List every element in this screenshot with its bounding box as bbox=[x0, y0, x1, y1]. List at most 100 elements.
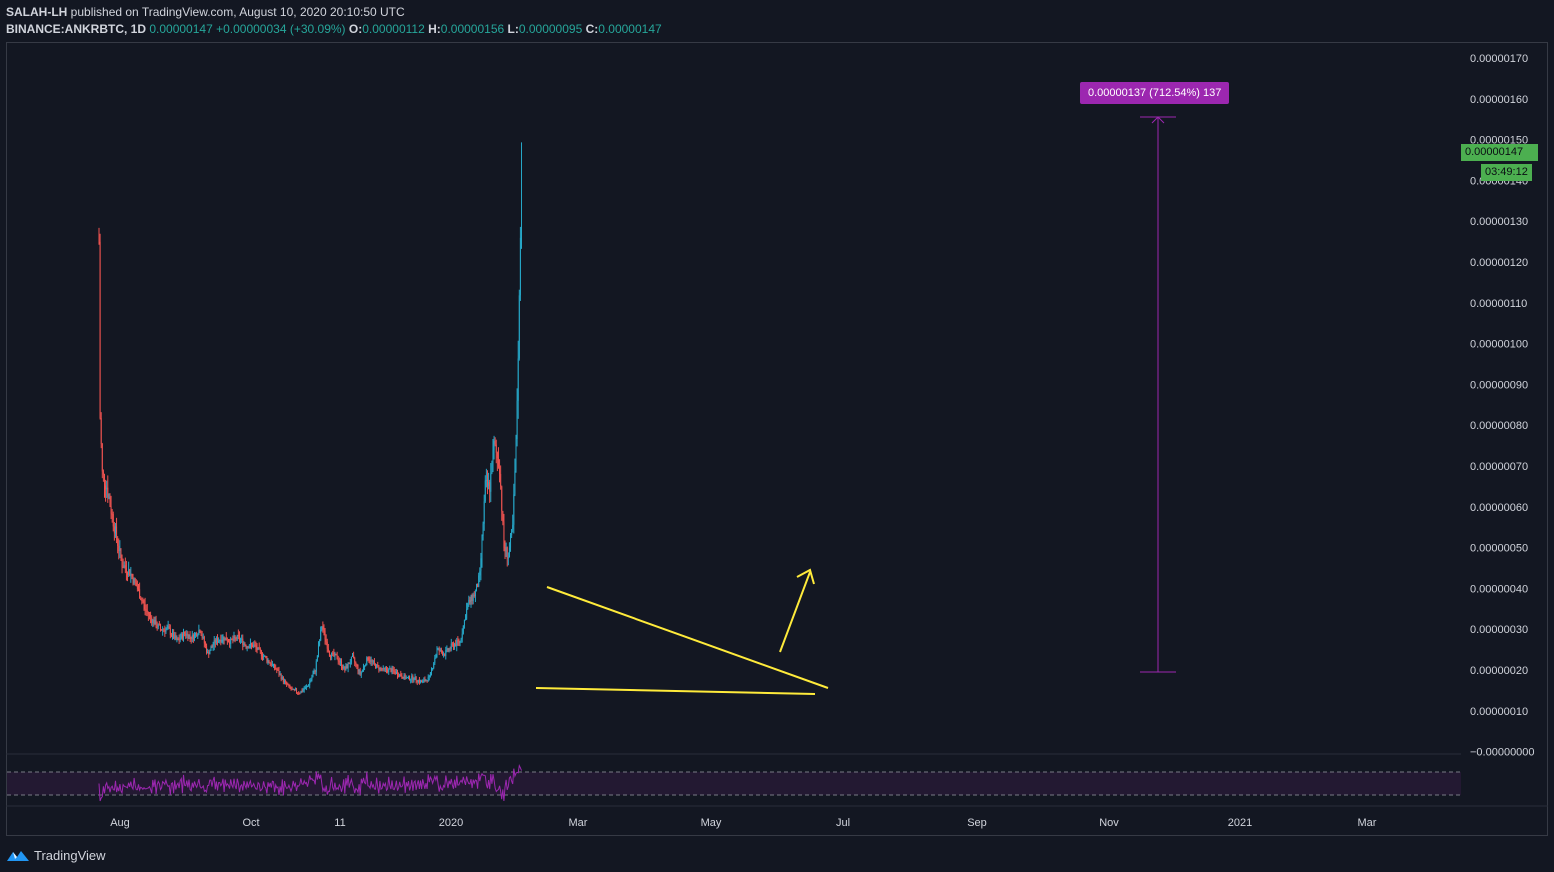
candle-body bbox=[173, 632, 175, 639]
time-tick-label: 2021 bbox=[1228, 817, 1252, 829]
tradingview-brand[interactable]: TradingView bbox=[34, 847, 106, 863]
price-tick-label: 0.00000070 bbox=[1470, 461, 1528, 473]
candle-body bbox=[145, 609, 147, 611]
candle-body bbox=[418, 680, 420, 683]
candle-body bbox=[291, 689, 293, 691]
candle-body bbox=[255, 645, 257, 648]
candle-body bbox=[364, 665, 366, 667]
candle-body bbox=[135, 582, 137, 587]
candle-body bbox=[168, 626, 170, 629]
candle-body bbox=[450, 643, 452, 649]
candle-body bbox=[406, 677, 408, 679]
bar-countdown-badge: 03:49:12 bbox=[1481, 164, 1532, 181]
price-tick-label: 0.00000160 bbox=[1470, 94, 1528, 106]
candle-body bbox=[370, 660, 372, 662]
candle-body bbox=[391, 668, 393, 672]
candle-body bbox=[123, 565, 125, 568]
time-tick-label: Jul bbox=[836, 817, 850, 829]
candle-body bbox=[338, 661, 340, 663]
candle-body bbox=[118, 545, 120, 551]
candle-body bbox=[170, 634, 172, 636]
candle-body bbox=[286, 681, 288, 685]
candle-body bbox=[138, 588, 140, 590]
candle-body bbox=[164, 629, 166, 632]
candle-body bbox=[176, 639, 178, 641]
candle-body bbox=[280, 674, 282, 680]
candle-body bbox=[112, 514, 114, 527]
candle-body bbox=[520, 161, 522, 238]
candle-body bbox=[401, 676, 403, 678]
candle-body bbox=[428, 676, 430, 678]
candle-body bbox=[121, 558, 123, 568]
candle-body bbox=[375, 663, 377, 669]
candle-body bbox=[222, 636, 224, 640]
candle-body bbox=[124, 565, 126, 568]
candle-body bbox=[308, 685, 310, 687]
candle-body bbox=[462, 625, 464, 634]
candle-body bbox=[166, 627, 168, 629]
price-tick-label: 0.00000090 bbox=[1470, 379, 1528, 391]
candle-body bbox=[517, 358, 519, 401]
candle-body bbox=[392, 668, 394, 671]
candle-body bbox=[217, 638, 219, 643]
candle-body bbox=[190, 636, 192, 640]
candle-body bbox=[469, 599, 471, 602]
author-name[interactable]: SALAH-LH bbox=[6, 5, 68, 19]
candle-body bbox=[152, 619, 154, 623]
open-value: 0.00000112 bbox=[362, 22, 425, 36]
candle-body bbox=[512, 524, 514, 530]
price-change: +0.00000034 (+30.09%) bbox=[216, 22, 346, 36]
candle-body bbox=[198, 630, 200, 635]
candle-body bbox=[345, 666, 347, 671]
time-tick-label: Mar bbox=[1358, 817, 1377, 829]
candle-body bbox=[98, 241, 100, 243]
candle-body bbox=[136, 586, 138, 589]
candle-body bbox=[253, 644, 255, 648]
candle-body bbox=[496, 452, 498, 459]
candle-body bbox=[156, 626, 158, 628]
candle-body bbox=[134, 578, 136, 583]
candle-body bbox=[441, 651, 443, 655]
candle-body bbox=[478, 575, 480, 587]
candle-body bbox=[381, 668, 383, 670]
candle-body bbox=[349, 662, 351, 665]
publish-info: published on TradingView.com, August 10,… bbox=[70, 5, 405, 19]
candle-body bbox=[272, 664, 274, 666]
candle-body bbox=[341, 661, 343, 667]
tradingview-logo-icon[interactable] bbox=[6, 848, 30, 862]
symbol-name[interactable]: BINANCE:ANKRBTC, 1D bbox=[6, 22, 146, 36]
candle-body bbox=[376, 664, 378, 669]
candle-body bbox=[177, 639, 179, 641]
candle-body bbox=[395, 671, 397, 674]
candle-body bbox=[119, 548, 121, 551]
candle-body bbox=[399, 674, 401, 677]
candle-body bbox=[351, 655, 353, 657]
candle-body bbox=[142, 600, 144, 603]
publish-line: SALAH-LH published on TradingView.com, A… bbox=[6, 5, 405, 19]
candle-body bbox=[508, 547, 510, 558]
chart-frame[interactable] bbox=[6, 42, 1548, 836]
candle-body bbox=[400, 674, 402, 677]
candle-body bbox=[304, 687, 306, 690]
candle-body bbox=[157, 624, 159, 628]
candle-body bbox=[394, 671, 396, 674]
candle-body bbox=[436, 648, 438, 655]
candle-body bbox=[420, 680, 422, 683]
candle-body bbox=[303, 689, 305, 691]
candle-body bbox=[316, 655, 318, 662]
candle-body bbox=[320, 629, 322, 641]
candle-body bbox=[139, 589, 141, 599]
candle-body bbox=[334, 653, 336, 656]
candle-body bbox=[211, 647, 213, 649]
candle-body bbox=[101, 443, 103, 472]
close-label: C: bbox=[585, 22, 599, 36]
candle-body bbox=[388, 668, 390, 673]
price-tick-label: 0.00000030 bbox=[1470, 624, 1528, 636]
candle-body bbox=[113, 526, 115, 534]
candle-body bbox=[223, 636, 225, 641]
candle-body bbox=[210, 647, 212, 651]
candle-body bbox=[403, 674, 405, 679]
candle-body bbox=[188, 634, 190, 639]
candle-body bbox=[163, 629, 165, 631]
